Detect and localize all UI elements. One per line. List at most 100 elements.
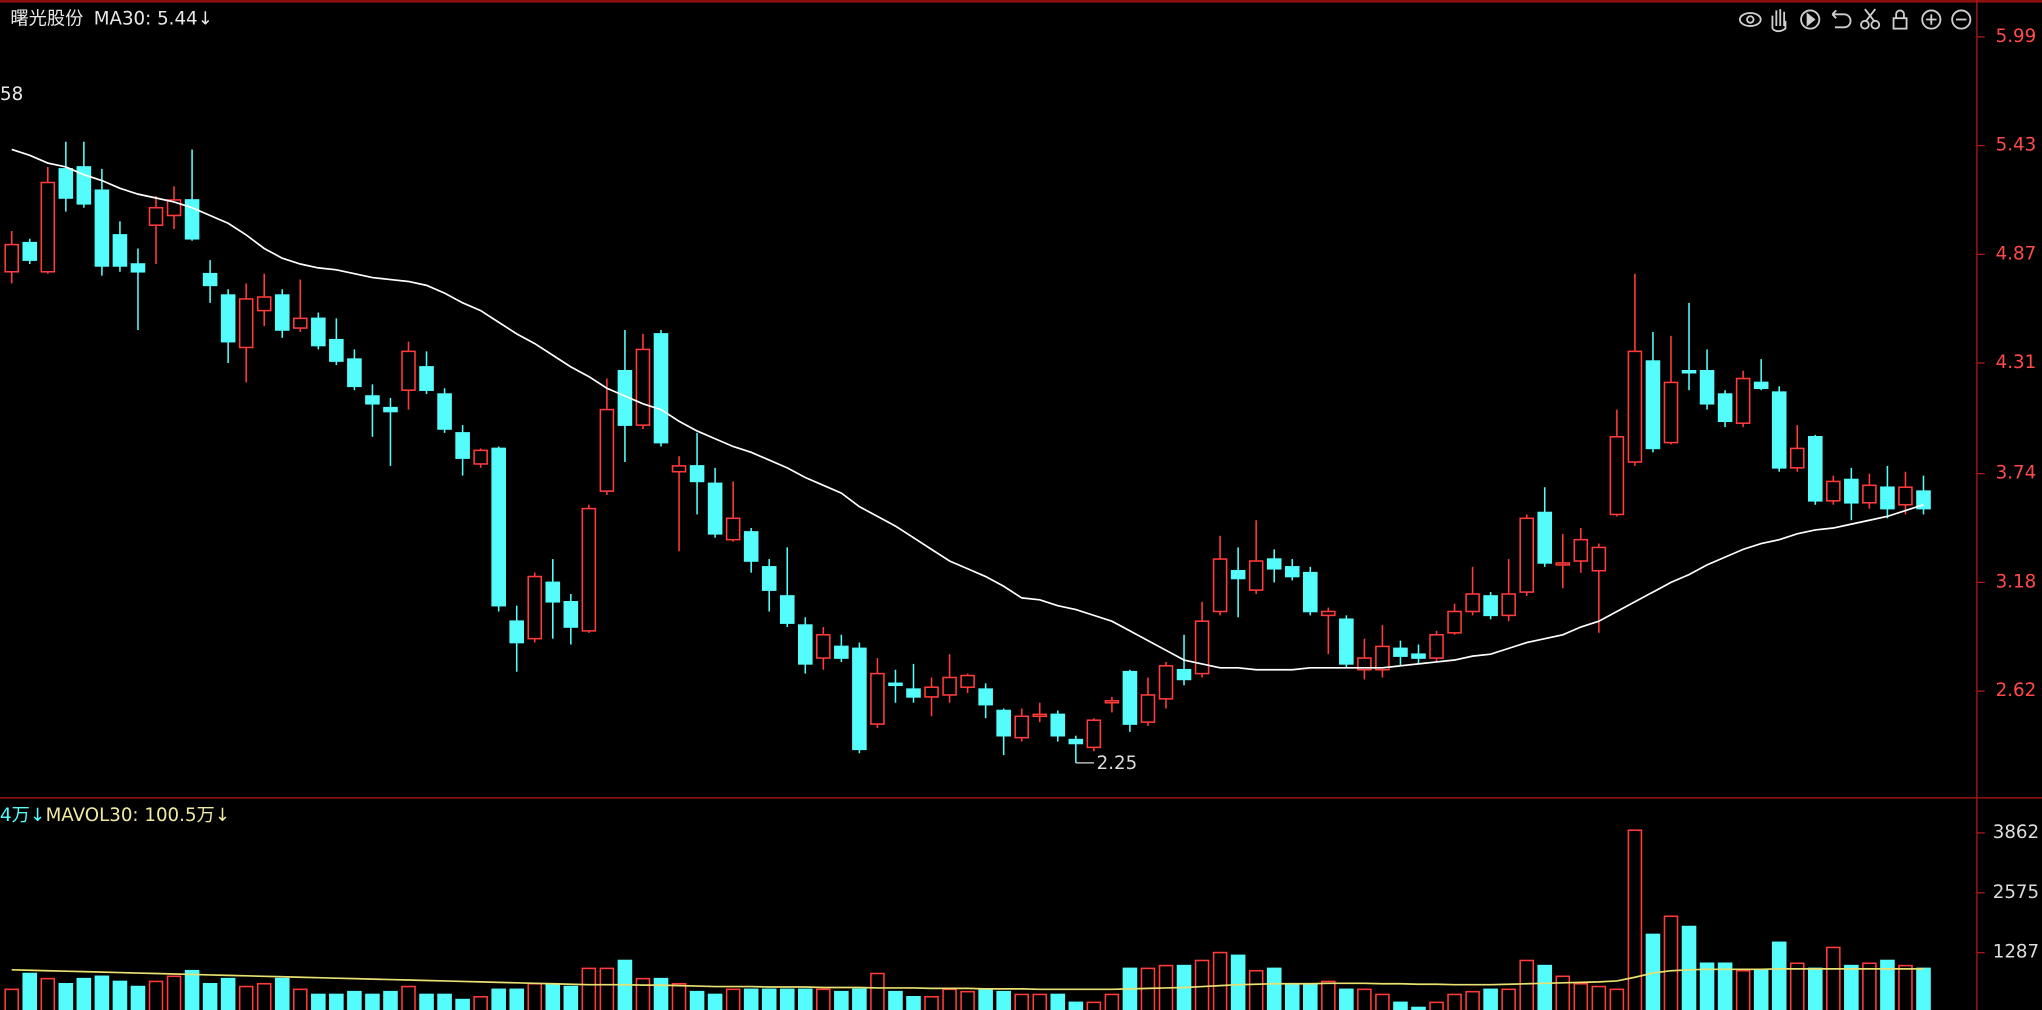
candle-body — [743, 531, 759, 562]
volume-bar — [94, 975, 110, 1010]
volume-bar — [1302, 982, 1318, 1010]
y-tick-label: 3.74 — [1996, 463, 2037, 484]
candle-body — [834, 645, 849, 659]
volume-bar — [1807, 967, 1823, 1010]
lock-button[interactable] — [1892, 9, 1908, 30]
candle-body — [1194, 620, 1210, 675]
candle-body — [311, 317, 326, 347]
volume-bar — [202, 982, 218, 1010]
legend-ma30: MA30: 5.44↓ — [94, 9, 213, 30]
candle-body — [761, 566, 777, 591]
volume-bar — [76, 977, 92, 1010]
play-button[interactable] — [1800, 9, 1821, 30]
volume-bar — [274, 977, 290, 1010]
candle-body — [1411, 653, 1426, 659]
candle-body — [1663, 381, 1679, 444]
volume-bar — [1068, 1001, 1084, 1010]
volume-bar — [906, 996, 921, 1010]
volume-bar — [256, 982, 272, 1010]
candle-body — [960, 674, 975, 688]
volume-bar — [1844, 964, 1859, 1010]
volume-bar — [743, 988, 759, 1010]
candle-body — [1627, 350, 1643, 463]
candle-body — [1862, 484, 1877, 504]
candle-body — [383, 406, 398, 413]
volume-bar — [1357, 988, 1372, 1010]
candle-body — [797, 624, 813, 665]
candle-body — [1230, 569, 1246, 580]
candle-body — [1050, 713, 1066, 737]
candle-body — [22, 241, 38, 261]
y-tick-label: 3862 — [1993, 822, 2039, 843]
volume-bar — [870, 972, 885, 1010]
undo-button[interactable] — [1831, 9, 1852, 29]
hand-button[interactable] — [1771, 9, 1787, 33]
volume-bar — [581, 967, 597, 1010]
candle-body — [401, 350, 416, 391]
candle-body — [978, 688, 993, 706]
volume-bar — [1429, 1001, 1444, 1010]
volume-bar — [1411, 1006, 1426, 1010]
volume-bar — [419, 993, 434, 1010]
candle-body — [1753, 381, 1769, 390]
volume-bar — [130, 985, 146, 1010]
candle-body — [689, 465, 705, 483]
cut-button[interactable] — [1860, 8, 1881, 30]
candle-body — [1375, 645, 1390, 671]
volume-bar — [22, 972, 38, 1010]
candle-body — [40, 181, 56, 273]
volume-bar — [238, 985, 254, 1010]
volume-bar — [1609, 988, 1625, 1010]
volume-bar — [220, 977, 236, 1010]
volume-bar — [112, 980, 128, 1010]
zoom-in-button[interactable] — [1921, 9, 1942, 30]
candle-body — [1735, 377, 1751, 424]
volume-bar — [1501, 988, 1516, 1010]
candle-body — [274, 294, 290, 331]
mavol-line — [11, 968, 1924, 991]
y-tick-label: 5.99 — [1996, 26, 2037, 47]
candle-body — [545, 581, 561, 603]
volume-bar — [671, 982, 687, 1010]
volume-bar — [58, 982, 74, 1010]
volume-bar — [148, 980, 164, 1010]
volume-bar — [563, 985, 579, 1010]
volume-bar — [1483, 988, 1498, 1010]
y-tick-label: 4.87 — [1996, 243, 2037, 264]
candle-body — [1537, 511, 1553, 564]
volume-bar — [329, 993, 344, 1010]
corner-label: 58 — [0, 84, 23, 105]
volume-bar — [365, 993, 380, 1010]
candle-body — [581, 507, 597, 632]
volume-bar — [1898, 964, 1913, 1010]
volume-bar — [1573, 982, 1589, 1010]
volume-bar — [40, 977, 56, 1010]
volume-bar — [1519, 959, 1535, 1010]
zoom-out-button[interactable] — [1951, 9, 1972, 30]
volume-bar — [1735, 969, 1751, 1010]
candle-body — [707, 482, 723, 535]
volume-bar — [1248, 969, 1264, 1010]
candle-body — [1321, 610, 1336, 617]
candle-body — [1880, 486, 1895, 510]
candle-body — [653, 333, 669, 444]
volume-bar — [455, 998, 470, 1010]
candle-body — [238, 298, 254, 349]
candle-body — [527, 575, 543, 640]
candle-body — [509, 620, 525, 644]
volume-bar — [599, 967, 615, 1010]
candle-body — [1266, 558, 1282, 570]
volume-bar — [401, 985, 416, 1010]
candle-body — [1357, 657, 1372, 671]
candle-body — [1248, 560, 1264, 591]
candle-body — [1122, 670, 1138, 725]
candle-body — [942, 676, 957, 696]
eye-button[interactable] — [1738, 12, 1762, 27]
volume-bar — [888, 990, 903, 1010]
candle-body — [94, 189, 110, 267]
volume-bar — [978, 988, 993, 1010]
y-tick-label: 5.43 — [1996, 135, 2037, 156]
candle-body — [1483, 595, 1498, 617]
candle-body — [1681, 369, 1697, 374]
candle-body — [1555, 562, 1571, 566]
